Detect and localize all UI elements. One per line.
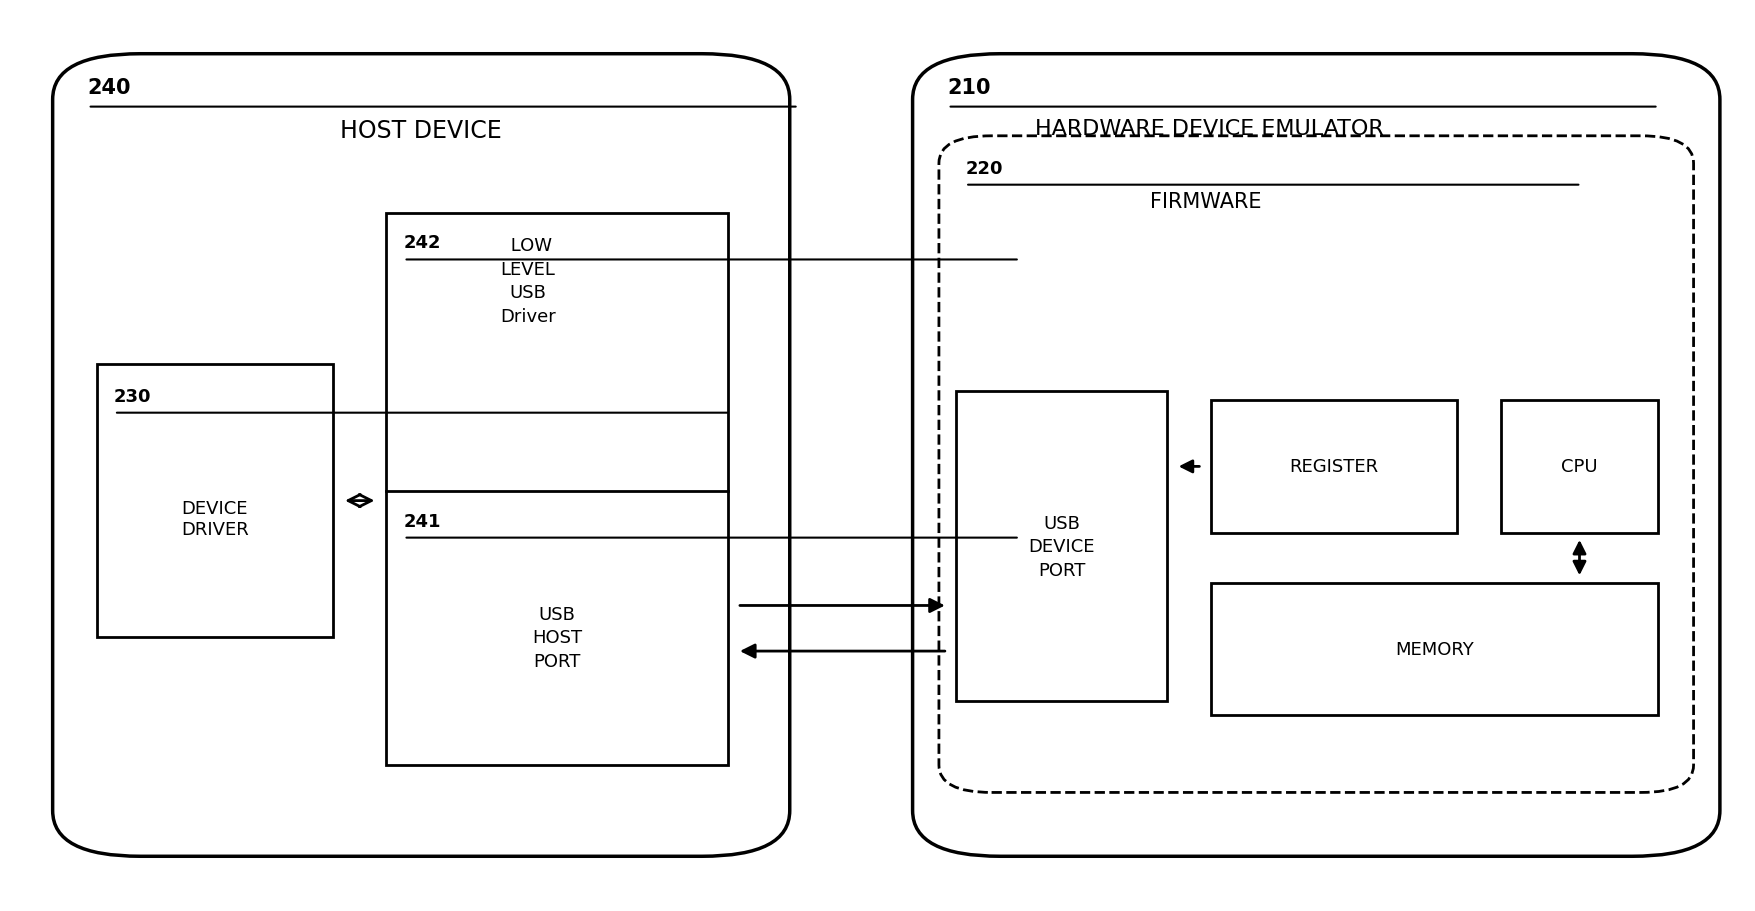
Text: USB
DEVICE
PORT: USB DEVICE PORT <box>1028 514 1095 579</box>
FancyBboxPatch shape <box>913 55 1720 856</box>
Text: 220: 220 <box>965 159 1002 178</box>
FancyBboxPatch shape <box>53 55 790 856</box>
Text: LOW
LEVEL
USB
Driver: LOW LEVEL USB Driver <box>500 237 556 325</box>
Text: HARDWARE DEVICE EMULATOR: HARDWARE DEVICE EMULATOR <box>1035 118 1385 138</box>
Text: 240: 240 <box>88 77 132 97</box>
Text: DEVICE
DRIVER: DEVICE DRIVER <box>181 500 249 538</box>
Text: CPU: CPU <box>1562 458 1597 476</box>
Text: FIRMWARE: FIRMWARE <box>1150 191 1262 211</box>
Text: USB
HOST
PORT: USB HOST PORT <box>532 605 583 670</box>
Text: 230: 230 <box>114 387 151 405</box>
Text: 242: 242 <box>404 234 441 252</box>
Text: REGISTER: REGISTER <box>1290 458 1378 476</box>
Text: 241: 241 <box>404 512 441 530</box>
Text: HOST DEVICE: HOST DEVICE <box>340 118 502 142</box>
Text: MEMORY: MEMORY <box>1395 640 1474 658</box>
FancyBboxPatch shape <box>1211 401 1457 533</box>
FancyBboxPatch shape <box>386 214 728 765</box>
Text: 210: 210 <box>948 77 992 97</box>
FancyBboxPatch shape <box>956 392 1167 701</box>
FancyBboxPatch shape <box>1501 401 1658 533</box>
FancyBboxPatch shape <box>1211 583 1658 715</box>
FancyBboxPatch shape <box>97 364 333 638</box>
FancyBboxPatch shape <box>939 137 1694 793</box>
